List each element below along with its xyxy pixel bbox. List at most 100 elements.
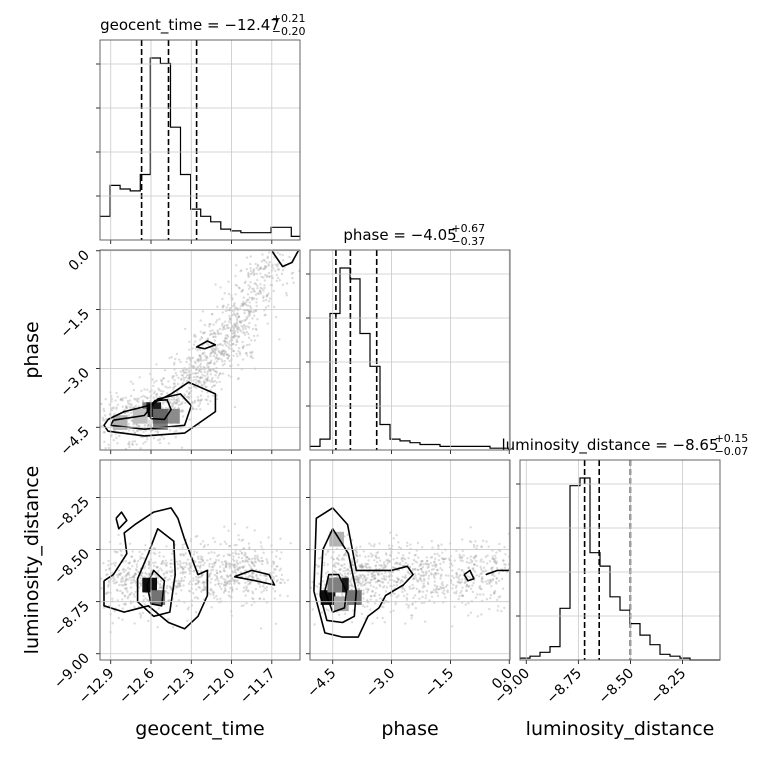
scatter-point bbox=[425, 589, 429, 593]
scatter-point bbox=[458, 553, 461, 556]
scatter-point bbox=[224, 334, 228, 337]
scatter-point bbox=[132, 388, 135, 392]
scatter-point bbox=[473, 555, 477, 558]
scatter-point bbox=[227, 579, 230, 583]
scatter-point bbox=[176, 400, 179, 404]
scatter-point bbox=[202, 331, 206, 334]
scatter-point bbox=[222, 305, 225, 308]
scatter-point bbox=[485, 540, 488, 543]
scatter-point bbox=[469, 555, 473, 558]
scatter-point bbox=[385, 586, 389, 589]
scatter-point bbox=[256, 263, 260, 267]
scatter-point bbox=[458, 594, 461, 598]
scatter-point bbox=[490, 580, 493, 583]
scatter-point bbox=[179, 566, 183, 569]
scatter-point bbox=[240, 290, 243, 293]
scatter-point bbox=[241, 340, 244, 344]
scatter-point bbox=[280, 246, 282, 248]
scatter-point bbox=[467, 614, 470, 617]
title-plus: +0.15 bbox=[715, 432, 749, 445]
scatter-point bbox=[146, 598, 149, 602]
scatter-point bbox=[107, 443, 110, 446]
scatter-point bbox=[367, 588, 370, 591]
scatter-point bbox=[345, 569, 348, 572]
scatter-point bbox=[236, 561, 239, 564]
scatter-point bbox=[504, 563, 507, 566]
scatter-point bbox=[395, 533, 398, 537]
scatter-point bbox=[260, 266, 263, 269]
scatter-point bbox=[470, 561, 473, 564]
scatter-point bbox=[105, 573, 108, 577]
scatter-point bbox=[248, 301, 251, 304]
scatter-point bbox=[101, 418, 105, 421]
scatter-point bbox=[350, 561, 353, 564]
scatter-point bbox=[387, 560, 390, 563]
scatter-point bbox=[263, 279, 266, 282]
scatter-point bbox=[121, 618, 124, 621]
scatter-point bbox=[325, 572, 328, 575]
scatter-point bbox=[478, 593, 482, 596]
scatter-point bbox=[455, 571, 458, 575]
scatter-point bbox=[266, 294, 269, 297]
scatter-point bbox=[362, 597, 365, 600]
scatter-point bbox=[362, 566, 365, 569]
scatter-point bbox=[425, 571, 428, 575]
scatter-point bbox=[202, 588, 205, 591]
scatter-point bbox=[369, 595, 373, 598]
scatter-point bbox=[449, 562, 452, 565]
scatter-point bbox=[139, 584, 143, 587]
scatter-point bbox=[382, 605, 385, 609]
scatter-point bbox=[173, 396, 176, 399]
scatter-point bbox=[162, 573, 165, 576]
scatter-point bbox=[208, 574, 211, 577]
scatter-point bbox=[377, 556, 381, 559]
scatter-point bbox=[265, 294, 269, 297]
scatter-point bbox=[487, 545, 490, 548]
scatter-point bbox=[226, 357, 229, 360]
scatter-point bbox=[258, 597, 261, 600]
scatter-point bbox=[447, 574, 450, 577]
y-tick-label: −1.5 bbox=[57, 306, 92, 341]
y-tick-label: −8.25 bbox=[51, 494, 93, 536]
scatter-point bbox=[222, 567, 226, 570]
scatter-point bbox=[203, 370, 206, 374]
scatter-point bbox=[128, 573, 131, 576]
scatter-point bbox=[174, 401, 177, 404]
scatter-point bbox=[243, 333, 247, 336]
scatter-point bbox=[152, 384, 155, 388]
scatter-point bbox=[382, 563, 386, 566]
scatter-point bbox=[233, 334, 236, 338]
scatter-point bbox=[214, 321, 218, 324]
scatter-point bbox=[259, 627, 263, 630]
scatter-point bbox=[355, 554, 359, 557]
scatter-point bbox=[180, 589, 183, 592]
scatter-point bbox=[222, 326, 225, 329]
scatter-point bbox=[260, 260, 264, 263]
scatter-point bbox=[264, 265, 267, 268]
scatter-point bbox=[354, 575, 357, 578]
scatter-point bbox=[432, 588, 435, 591]
scatter-point bbox=[220, 560, 224, 564]
scatter-point bbox=[185, 379, 189, 383]
scatter-point bbox=[248, 574, 252, 577]
scatter-point bbox=[224, 562, 228, 566]
scatter-point bbox=[103, 419, 106, 422]
scatter-point bbox=[388, 578, 392, 582]
scatter-point bbox=[420, 574, 424, 577]
scatter-point bbox=[102, 407, 105, 411]
scatter-point bbox=[89, 423, 91, 425]
scatter-point bbox=[363, 576, 367, 579]
scatter-point bbox=[461, 594, 464, 598]
scatter-point bbox=[229, 586, 232, 590]
scatter-point bbox=[120, 456, 122, 458]
scatter-point bbox=[357, 581, 361, 584]
scatter-point bbox=[365, 562, 369, 566]
scatter-point bbox=[75, 576, 77, 578]
scatter-point bbox=[201, 376, 204, 379]
scatter-point bbox=[374, 591, 377, 595]
scatter-point bbox=[175, 398, 179, 401]
scatter-point bbox=[377, 573, 380, 576]
scatter-point bbox=[202, 559, 205, 562]
scatter-point bbox=[355, 577, 358, 580]
scatter-point bbox=[403, 576, 407, 579]
